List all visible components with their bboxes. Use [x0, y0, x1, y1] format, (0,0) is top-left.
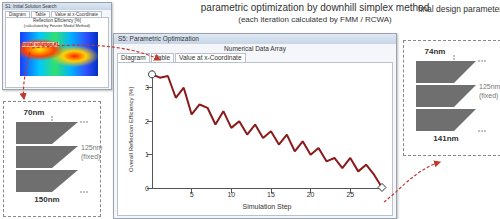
svg-text:5: 5	[190, 191, 194, 198]
html-text:S1: Initial Solution Search: S1: Initial Solution Search	[5, 4, 57, 9]
svg-text:Overall Reflection Efficiency: Overall Reflection Efficiency [%]	[128, 87, 134, 172]
svg-text:10: 10	[227, 191, 235, 198]
svg-text:20: 20	[307, 191, 315, 198]
html-text:(fixed): (fixed)	[479, 92, 499, 99]
html-text:S5: Parametric Optimization: S5: Parametric Optimization	[118, 35, 199, 42]
html-text:Value at x-Coordinate: Value at x-Coordinate	[54, 12, 98, 17]
svg-text:2: 2	[145, 118, 149, 125]
html-text:(calculated by Fourier Modal M: (calculated by Fourier Modal Method)	[23, 23, 91, 28]
html-text:74nm: 74nm	[424, 47, 446, 56]
html-text:Value at x-Coordinate: Value at x-Coordinate	[179, 54, 242, 61]
html-text:Table: Table	[154, 54, 171, 61]
html-text:(fixed): (fixed)	[81, 153, 101, 160]
svg-text:25: 25	[346, 191, 354, 198]
svg-text:1: 1	[145, 151, 149, 158]
html-text:70nm: 70nm	[23, 108, 45, 117]
html-text:Initial solution #1: Initial solution #1	[22, 42, 59, 47]
html-text:Reflection Efficiency [%]: Reflection Efficiency [%]	[32, 18, 82, 23]
html-text:parametric optimization by dow: parametric optimization by downhill simp…	[200, 2, 430, 13]
html-text:125nm: 125nm	[81, 144, 103, 151]
html-text:(each iteration calculated by: (each iteration calculated by FMM / RCWA…	[238, 15, 392, 24]
html-text:Table: Table	[35, 12, 46, 17]
html-text:Diagram: Diagram	[121, 54, 146, 61]
svg-text:0: 0	[145, 185, 149, 192]
svg-text:15: 15	[267, 191, 275, 198]
svg-text:Simulation Step: Simulation Step	[242, 203, 291, 211]
html-text:141nm: 141nm	[433, 134, 459, 143]
svg-text:3: 3	[145, 84, 149, 91]
html-text:125nm: 125nm	[479, 83, 500, 90]
html-text:Diagram: Diagram	[9, 12, 26, 17]
html-text:150nm: 150nm	[34, 195, 60, 204]
html-text:Numerical Data Array: Numerical Data Array	[224, 45, 286, 52]
